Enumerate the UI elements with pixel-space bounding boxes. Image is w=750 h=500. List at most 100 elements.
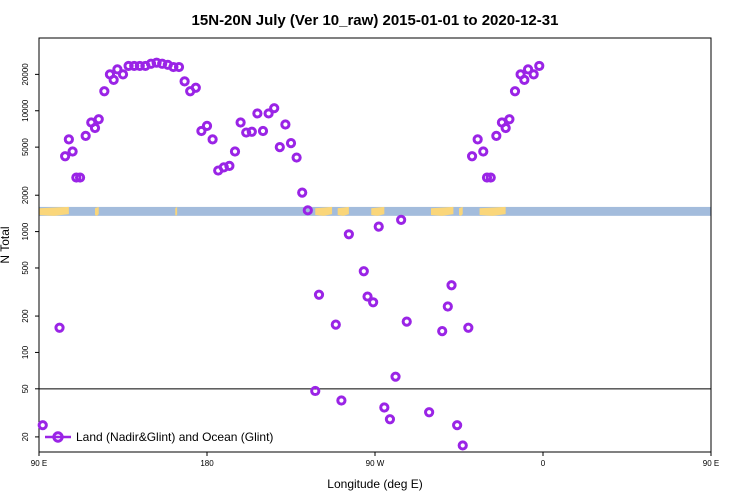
data-point — [442, 301, 453, 312]
data-point — [358, 266, 369, 277]
y-axis-label: N Total — [0, 226, 12, 263]
land-mass — [337, 206, 349, 216]
data-point — [452, 420, 463, 431]
data-points — [37, 57, 545, 451]
y-tick-label: 5000 — [21, 138, 30, 156]
y-tick-label: 10000 — [21, 99, 30, 122]
land-mass — [459, 206, 463, 216]
data-point — [246, 126, 257, 137]
data-point — [37, 420, 48, 431]
data-point — [80, 130, 91, 141]
legend: Land (Nadir&Glint) and Ocean (Glint) — [45, 430, 273, 444]
x-tick-label: 180 — [200, 459, 214, 468]
world-map-strip — [39, 206, 711, 216]
data-point — [280, 119, 291, 130]
data-point — [71, 172, 82, 183]
legend-series-label: Land (Nadir&Glint) and Ocean (Glint) — [76, 430, 273, 444]
data-point — [534, 60, 545, 72]
data-point — [241, 127, 252, 138]
data-point — [129, 60, 140, 72]
data-point — [285, 137, 297, 149]
data-point — [235, 117, 246, 128]
data-point — [108, 74, 119, 86]
data-point — [491, 130, 502, 141]
chart-title: 15N-20N July (Ver 10_raw) 2015-01-01 to … — [192, 12, 559, 29]
data-point — [179, 76, 190, 87]
data-point — [446, 280, 457, 291]
data-point — [472, 134, 483, 145]
land-mass — [479, 206, 506, 216]
plot-frame — [38, 37, 712, 453]
data-point — [54, 322, 65, 333]
land-mass — [431, 206, 454, 216]
data-point — [509, 86, 521, 97]
x-tick-label: 90 E — [31, 459, 47, 468]
y-tick-label: 200 — [21, 309, 30, 323]
legend-marker — [52, 431, 64, 443]
y-tick-label: 500 — [21, 261, 30, 275]
data-point — [401, 316, 412, 327]
land-mass — [315, 206, 333, 216]
y-tick-label: 50 — [21, 384, 30, 393]
x-tick-label: 90 W — [366, 459, 385, 468]
data-point — [89, 122, 101, 134]
land-mass — [371, 206, 385, 216]
data-point — [168, 61, 179, 73]
data-point — [396, 214, 407, 225]
data-point — [379, 402, 390, 413]
data-point — [368, 297, 379, 308]
data-point — [60, 151, 71, 162]
data-point — [437, 326, 448, 337]
data-point — [74, 172, 86, 183]
data-point — [528, 69, 539, 80]
data-point — [173, 61, 185, 73]
y-tick-label: 20000 — [21, 63, 30, 86]
data-point — [117, 69, 129, 80]
y-tick-label: 1000 — [21, 222, 30, 240]
data-point — [466, 151, 478, 162]
data-point — [313, 289, 325, 300]
data-point — [67, 146, 78, 157]
data-point — [263, 108, 274, 119]
data-point — [463, 322, 474, 333]
data-point — [343, 229, 354, 240]
y-tick-label: 100 — [21, 345, 30, 359]
data-point — [504, 114, 515, 125]
data-point — [93, 114, 104, 125]
land-mass — [175, 206, 178, 216]
data-point — [336, 395, 347, 406]
data-point — [297, 187, 308, 198]
data-point — [229, 146, 241, 157]
y-tick-label: 2000 — [21, 186, 30, 204]
data-point — [519, 74, 530, 86]
x-axis-label: Longitude (deg E) — [327, 477, 422, 491]
land-mass — [95, 206, 99, 216]
data-point — [373, 221, 384, 232]
data-point — [252, 108, 263, 119]
data-point — [224, 160, 235, 171]
data-point — [457, 440, 468, 451]
data-point — [390, 371, 401, 382]
data-point — [384, 414, 396, 425]
y-axis: 20 50 100 200 500 1000 2000 5000 10000 20000 — [21, 63, 39, 441]
data-point — [201, 120, 213, 131]
data-point — [302, 205, 313, 216]
data-point — [362, 291, 373, 302]
data-point — [257, 125, 269, 137]
data-point — [330, 319, 341, 330]
data-point — [310, 385, 321, 397]
data-point — [134, 60, 145, 72]
data-point — [190, 82, 201, 93]
data-point — [269, 103, 280, 114]
data-point — [424, 407, 435, 418]
data-point — [99, 86, 110, 97]
data-point — [207, 134, 218, 145]
y-tick-label: 20 — [21, 432, 30, 441]
data-point — [274, 142, 285, 153]
data-point — [291, 152, 302, 163]
x-axis: 90 E 180 90 W 0 90 E — [31, 452, 719, 468]
data-point — [123, 60, 134, 72]
data-point — [522, 64, 534, 75]
data-point — [63, 134, 74, 145]
